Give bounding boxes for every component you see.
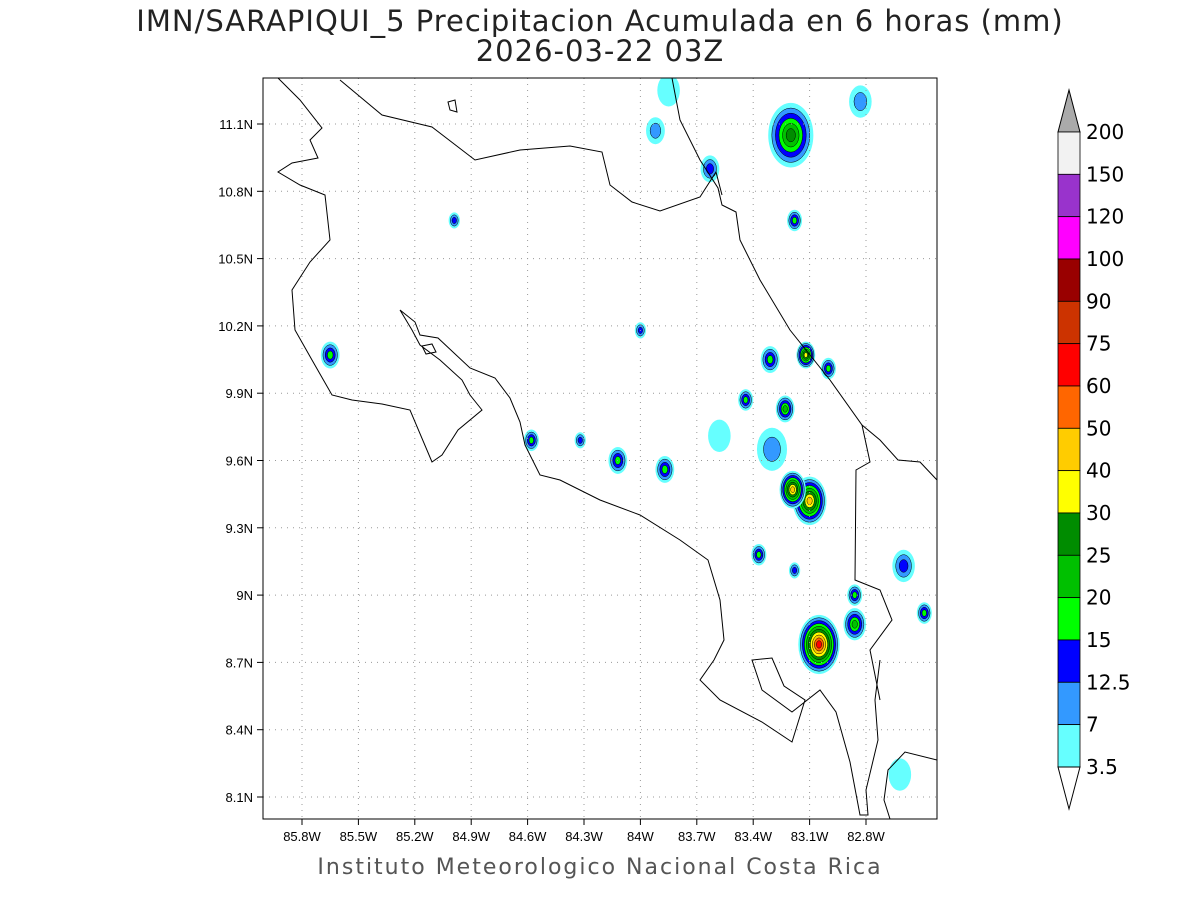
graticule <box>263 78 937 819</box>
precip-contour <box>853 92 867 111</box>
colorbar-label: 15 <box>1086 628 1111 652</box>
lat-tick-label: 9.6N <box>226 454 253 469</box>
colorbar: 200 150 120 100 90 75 60 50 40 30 25 20 15 12.5 7 3.5 <box>1057 88 1131 811</box>
colorbar-box <box>1057 427 1081 472</box>
panama-border <box>854 424 893 701</box>
colorbar-label: 150 <box>1086 162 1124 186</box>
colorbar-label: 30 <box>1086 501 1111 525</box>
colorbar-box <box>1057 724 1081 768</box>
precip-contour <box>782 405 788 413</box>
colorbar-label: 100 <box>1086 247 1124 271</box>
precip-contour <box>649 122 662 139</box>
colorbar-over-triangle <box>1057 88 1081 133</box>
precip-contour <box>708 419 731 452</box>
precip-contour <box>327 350 334 360</box>
lon-tick-label: 84.9W <box>452 829 490 844</box>
nicaragua-border <box>339 79 723 212</box>
colorbar-label: 50 <box>1086 416 1111 440</box>
coastlines <box>277 78 937 819</box>
precip-contour <box>792 216 798 224</box>
pacific-coastline <box>277 78 881 816</box>
precip-contour <box>888 758 912 791</box>
colorbar-box <box>1057 173 1081 218</box>
lon-tick-label: 83.4W <box>734 829 772 844</box>
precip-contour <box>528 436 534 444</box>
precip-contour <box>852 591 858 599</box>
precip-contour <box>785 128 796 143</box>
lon-tick-label: 85.8W <box>283 829 321 844</box>
precip-contour <box>743 396 749 404</box>
colorbar-box <box>1057 258 1081 302</box>
precip-contour <box>451 217 457 224</box>
lat-tick-label: 9.3N <box>226 521 253 536</box>
colorbar-label: 20 <box>1086 586 1111 610</box>
lon-tick-label: 82.8W <box>847 829 885 844</box>
precip-contour <box>816 640 822 649</box>
colorbar-box <box>1057 300 1081 345</box>
southeast-coast <box>883 751 937 819</box>
colorbar-box <box>1057 639 1081 683</box>
colorbar-label: 75 <box>1086 332 1111 356</box>
colorbar-label: 3.5 <box>1086 755 1118 779</box>
caribbean-coastline <box>671 78 937 481</box>
lat-tick-label: 10.2N <box>218 319 253 334</box>
lat-tick-label: 8.1N <box>226 790 253 805</box>
colorbar-box <box>1057 385 1081 429</box>
lat-tick-label: 10.8N <box>218 184 253 199</box>
lon-tick-label: 84.6W <box>509 829 547 844</box>
colorbar-label: 200 <box>1086 120 1124 144</box>
precip-contour <box>792 566 798 574</box>
colorbar-box <box>1057 512 1081 556</box>
colorbar-box <box>1057 597 1081 641</box>
precip-contour <box>657 78 680 107</box>
colorbar-label: 7 <box>1086 713 1099 737</box>
precip-contour <box>767 355 774 364</box>
lat-tick-label: 8.7N <box>226 655 253 670</box>
lon-tick-label: 85.2W <box>396 829 434 844</box>
colorbar-box <box>1057 554 1081 599</box>
precip-contour <box>825 365 831 373</box>
axis-labels: 85.8W 85.5W 85.2W 84.9W 84.6W 84.3W 84W 83.7W 83… <box>218 117 885 844</box>
lon-tick-label: 85.5W <box>340 829 378 844</box>
colorbar-box <box>1057 470 1081 514</box>
precipitation-field <box>320 78 932 791</box>
colorbar-box <box>1057 681 1081 726</box>
precip-contour <box>756 551 762 559</box>
lat-tick-label: 10.5N <box>218 252 253 267</box>
lake-nicaragua-island <box>447 99 458 113</box>
nicoya-island <box>421 343 437 355</box>
colorbar-label: 40 <box>1086 459 1111 483</box>
lat-tick-label: 11.1N <box>219 117 253 132</box>
colorbar-label: 12.5 <box>1086 670 1131 694</box>
precip-contour <box>803 352 808 358</box>
lat-tick-label: 8.4N <box>226 723 253 738</box>
lon-tick-label: 83.7W <box>678 829 716 844</box>
colorbar-label: 60 <box>1086 374 1111 398</box>
precip-contour <box>790 486 795 493</box>
colorbar-under-triangle <box>1057 766 1081 811</box>
lat-tick-label: 9.9N <box>226 386 253 401</box>
colorbar-box <box>1057 343 1081 387</box>
footer-credit: Instituto Meteorologico Nacional Costa R… <box>317 855 883 880</box>
lon-tick-label: 84.3W <box>565 829 603 844</box>
precip-contour <box>898 559 909 573</box>
map-title: IMN/SARAPIQUI_5 Precipitacion Acumulada … <box>136 4 1064 38</box>
precip-contour <box>706 163 714 175</box>
colorbar-label: 25 <box>1086 543 1111 567</box>
lon-tick-label: 83.1W <box>791 829 829 844</box>
map-valid-time: 2026-03-22 03Z <box>475 34 725 68</box>
colorbar-label: 90 <box>1086 289 1111 313</box>
precip-contour <box>851 620 858 629</box>
precip-contour <box>921 609 927 617</box>
colorbar-label: 120 <box>1086 205 1124 229</box>
precip-contour <box>661 465 668 474</box>
precip-contour <box>577 436 583 444</box>
map-frame <box>262 77 938 820</box>
precip-contour <box>763 436 781 462</box>
colorbar-box <box>1057 131 1081 175</box>
colorbar-box <box>1057 216 1081 260</box>
lat-tick-label: 9N <box>236 588 253 603</box>
lon-tick-label: 84W <box>627 829 654 844</box>
